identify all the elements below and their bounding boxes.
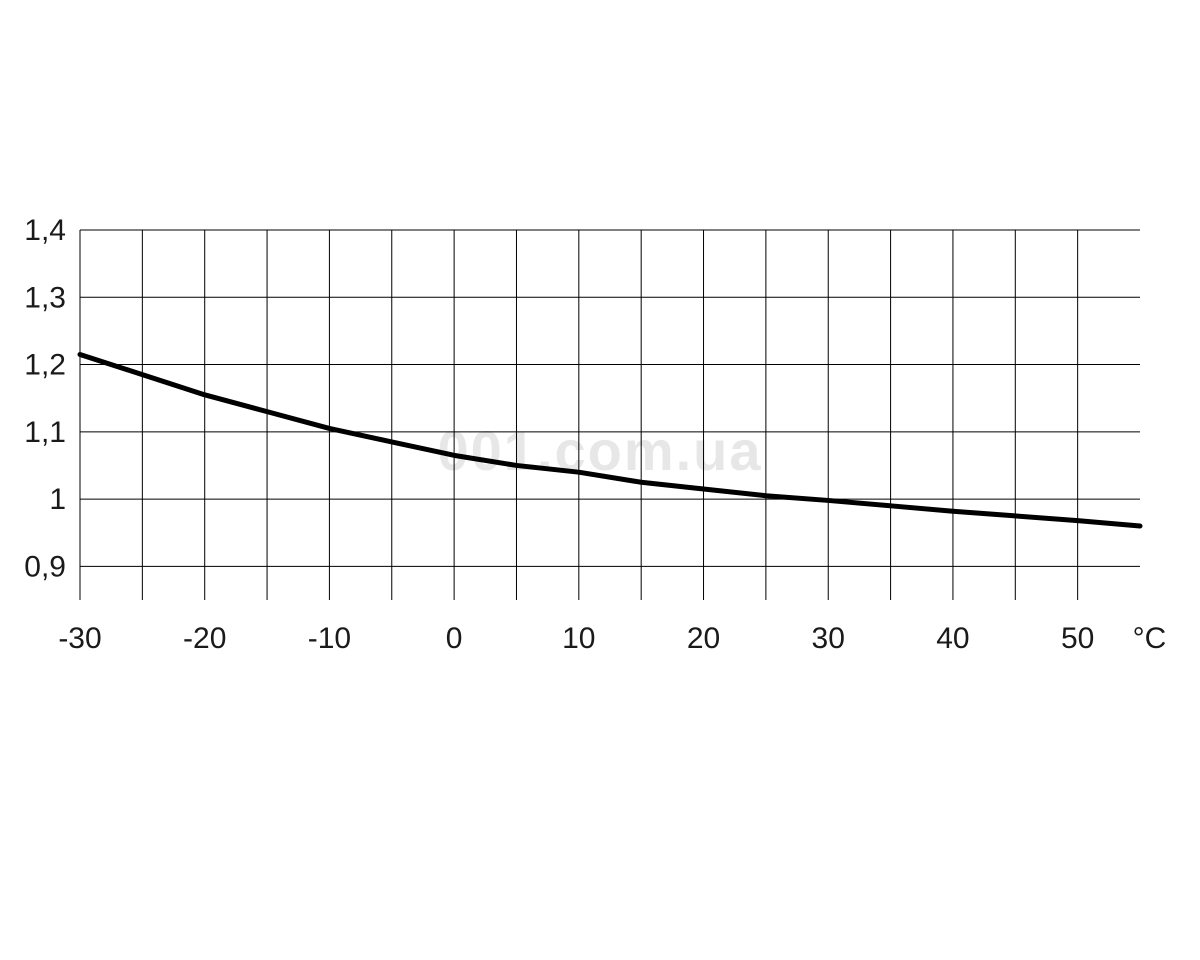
x-tick-label: -30 — [58, 622, 101, 655]
x-tick-label: 30 — [812, 622, 845, 655]
y-tick-label: 1,3 — [24, 281, 66, 314]
y-tick-label: 0,9 — [24, 550, 66, 583]
x-unit-label: °C — [1133, 622, 1167, 655]
y-tick-label: 1,1 — [24, 416, 66, 449]
x-tick-label: -20 — [183, 622, 226, 655]
x-tick-label: -10 — [308, 622, 351, 655]
line-chart: 001.com.ua 0,9 1 1,1 1,2 1,3 1,4 -30 -20 -10 0 10 20… — [0, 0, 1200, 960]
x-tick-label: 20 — [687, 622, 720, 655]
y-tick-label: 1,4 — [24, 214, 66, 247]
x-tick-label: 40 — [936, 622, 969, 655]
y-tick-label: 1 — [49, 483, 66, 516]
x-tick-label: 0 — [446, 622, 463, 655]
chart-container: 001.com.ua 0,9 1 1,1 1,2 1,3 1,4 -30 -20 -10 0 10 20… — [0, 0, 1200, 960]
x-tick-label: 10 — [562, 622, 595, 655]
watermark-text: 001.com.ua — [437, 419, 762, 482]
y-tick-label: 1,2 — [24, 349, 66, 382]
x-tick-label: 50 — [1061, 622, 1094, 655]
